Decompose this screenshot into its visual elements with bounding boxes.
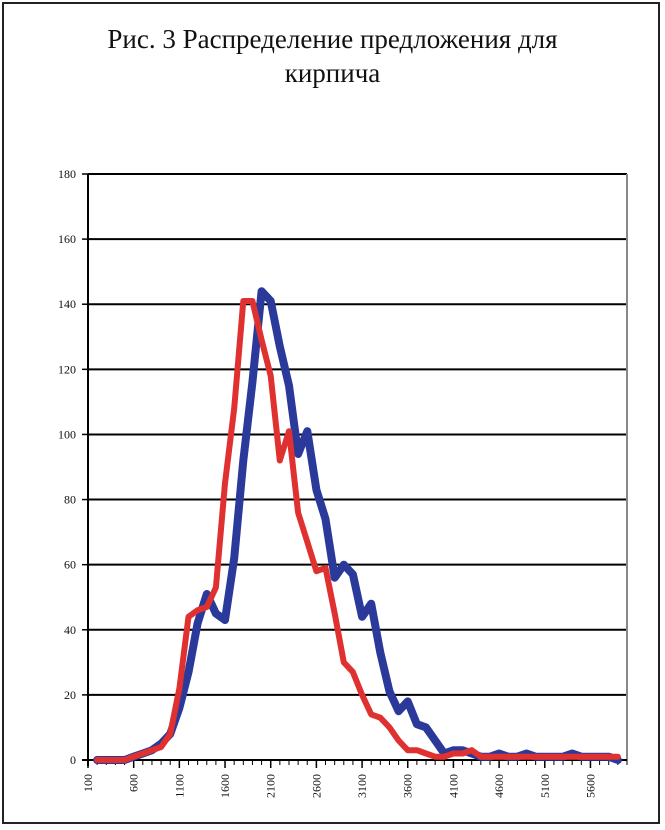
y-tick-label-2: 40 [64,623,76,637]
x-tick-label-10: 5100 [538,774,552,798]
y-tick-label-8: 160 [58,232,76,246]
x-tick-label-6: 3100 [355,774,369,798]
y-tick-label-4: 80 [64,493,76,507]
y-tick-label-7: 140 [58,297,76,311]
y-tick-label-6: 120 [58,362,76,376]
x-tick-label-7: 3600 [401,774,415,798]
x-tick-label-5: 2600 [309,774,323,798]
x-tick-label-9: 4600 [492,774,506,798]
x-tick-label-1: 600 [127,774,141,792]
x-tick-label-0: 100 [81,774,95,792]
y-tick-label-5: 100 [58,427,76,441]
chart-title: Рис. 3 Распределение предложения для кир… [107,24,558,88]
series-line-1 [94,298,621,763]
chart-frame [2,2,660,824]
x-tick-label-8: 4100 [446,774,460,798]
x-tick-label-2: 1100 [172,774,186,798]
x-tick-label-11: 5600 [583,774,597,798]
x-tick-label-3: 1600 [218,774,232,798]
y-tick-label-1: 20 [64,688,76,702]
x-tick-label-4: 2100 [264,774,278,798]
y-tick-label-3: 60 [64,558,76,572]
y-tick-label-9: 180 [58,167,76,181]
y-tick-label-0: 0 [70,753,76,767]
